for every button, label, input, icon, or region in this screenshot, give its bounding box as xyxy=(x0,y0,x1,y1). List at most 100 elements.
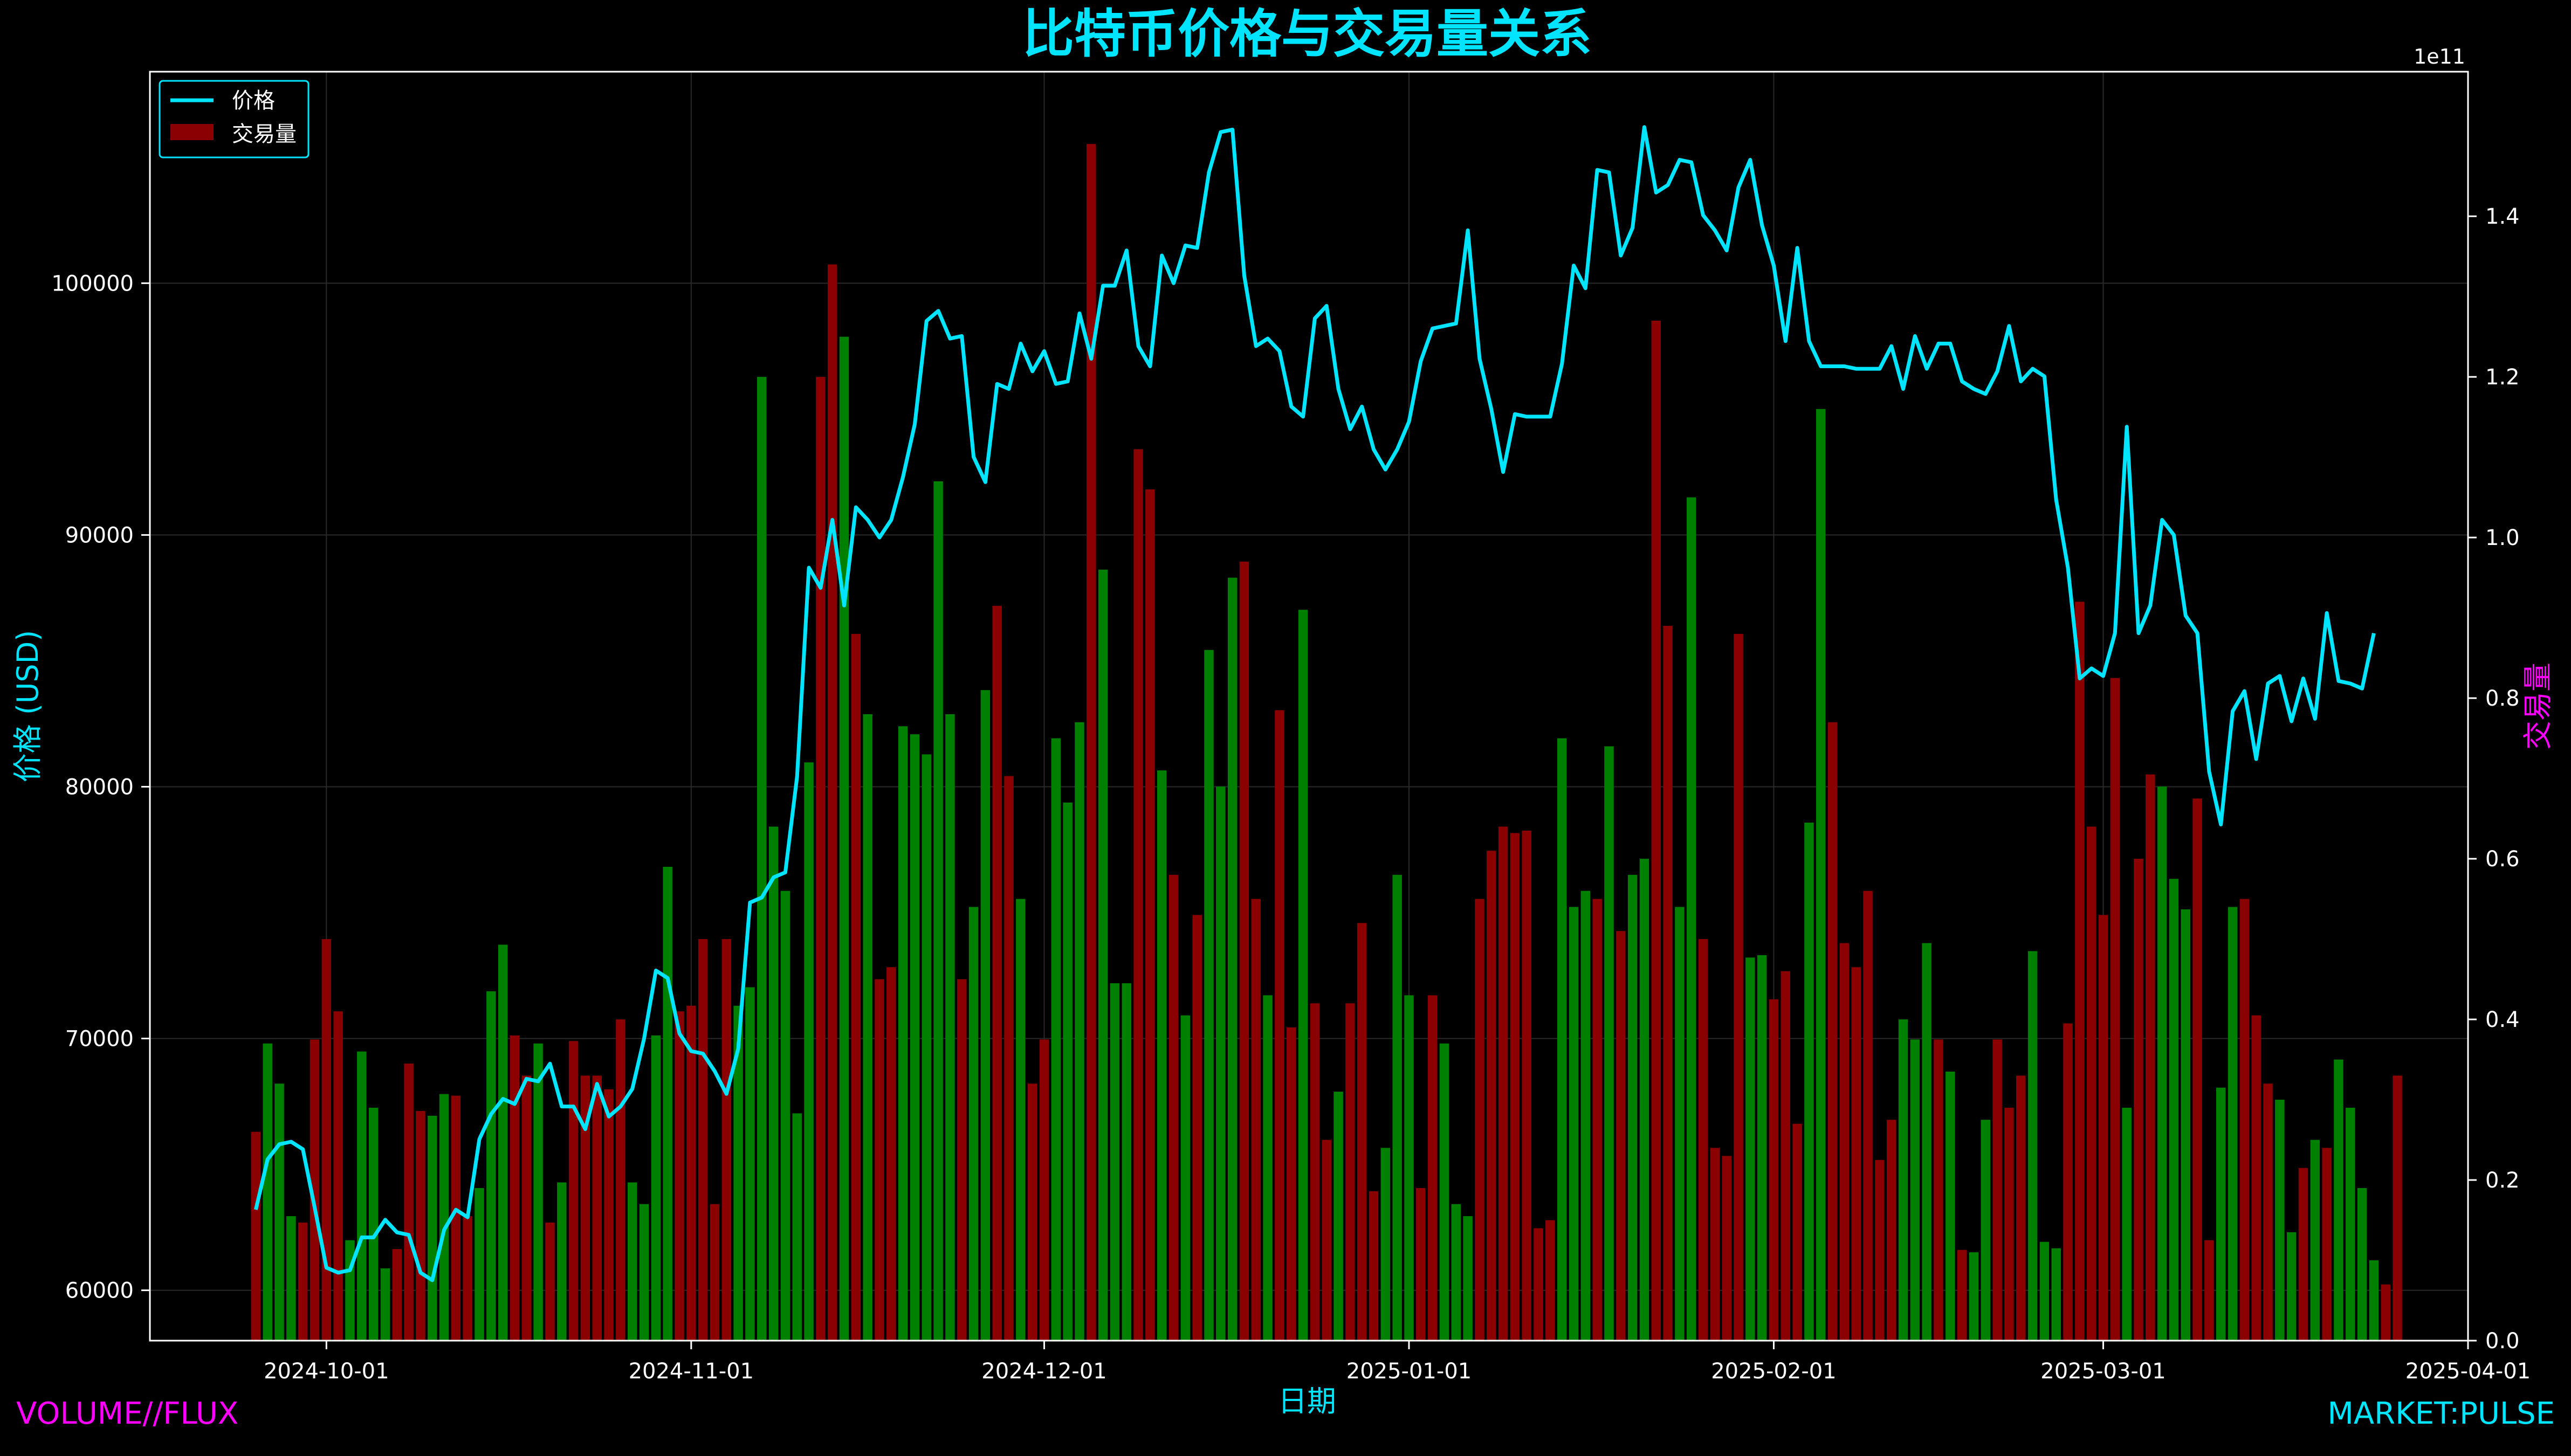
volume-bar xyxy=(698,939,708,1341)
volume-bar xyxy=(1710,1148,1720,1341)
volume-bar xyxy=(1157,770,1167,1341)
watermark-left: VOLUME//FLUX xyxy=(16,1396,239,1431)
volume-bar xyxy=(2263,1084,2273,1341)
volume-bar xyxy=(780,891,790,1341)
volume-bar xyxy=(310,1039,320,1341)
volume-bar xyxy=(1133,449,1143,1341)
volume-bar xyxy=(2027,951,2038,1341)
y2-tick-label: 0.4 xyxy=(2485,1008,2520,1032)
volume-bar xyxy=(1063,802,1073,1341)
volume-bar xyxy=(1075,722,1084,1341)
volume-bar xyxy=(1475,899,1484,1341)
x-axis-ticks: 2024-10-01 2024-11-01 2024-12-01 2025-01-01… xyxy=(264,1341,2531,1384)
volume-bar xyxy=(321,939,332,1341)
y-tick-label: 70000 xyxy=(65,1027,134,1052)
volume-bar xyxy=(863,714,872,1341)
y2-axis-label: 交易量 xyxy=(2521,663,2555,750)
volume-bar xyxy=(498,944,508,1341)
volume-bar xyxy=(2016,1075,2026,1341)
x-tick-label: 2025-04-01 xyxy=(2405,1359,2531,1384)
volume-bar xyxy=(721,939,732,1341)
volume-bar xyxy=(1498,826,1508,1341)
volume-bar xyxy=(968,907,979,1341)
volume-bar xyxy=(368,1107,379,1341)
grid-lines xyxy=(150,72,2469,1341)
volume-bar xyxy=(2146,774,2155,1341)
volume-bar xyxy=(1298,610,1308,1341)
y2-tick-label: 0.8 xyxy=(2485,686,2520,711)
volume-bar xyxy=(1239,561,1249,1341)
volume-bar xyxy=(392,1249,402,1341)
volume-bar xyxy=(1439,1043,1449,1341)
volume-bar xyxy=(639,1204,649,1341)
y2-scale-offset: 1e11 xyxy=(2414,45,2465,68)
volume-bar xyxy=(475,1188,484,1341)
volume-bar xyxy=(1875,1160,1885,1341)
volume-bar xyxy=(1204,650,1214,1341)
volume-bar xyxy=(1522,830,1531,1341)
volume-bar xyxy=(1416,1188,1426,1341)
volume-bar xyxy=(1569,907,1579,1341)
volume-bar xyxy=(1745,957,1755,1341)
volume-bar xyxy=(2298,1168,2308,1341)
volume-bar xyxy=(1027,1084,1037,1341)
volume-bar xyxy=(2134,859,2143,1341)
volume-bar xyxy=(910,734,920,1341)
volume-bar xyxy=(945,714,955,1341)
x-tick-label: 2025-02-01 xyxy=(1711,1359,1836,1384)
volume-bar xyxy=(1545,1220,1555,1341)
volume-bar xyxy=(1898,1019,1908,1341)
volume-bar xyxy=(1287,1027,1296,1341)
volume-bar xyxy=(827,264,837,1341)
volume-bar xyxy=(2122,1107,2132,1341)
x-tick-label: 2024-12-01 xyxy=(981,1359,1106,1384)
volume-bar xyxy=(1639,859,1649,1341)
volume-bar xyxy=(1946,1071,1955,1341)
volume-bar xyxy=(2098,915,2108,1341)
volume-bar xyxy=(1616,931,1626,1341)
volume-bar xyxy=(875,979,884,1341)
volume-bar xyxy=(2275,1100,2285,1341)
volume-bar xyxy=(1322,1140,1331,1341)
volume-bar xyxy=(992,605,1002,1341)
volume-bar xyxy=(1463,1216,1473,1341)
volume-bar xyxy=(1698,939,1708,1341)
volume-bar xyxy=(1039,1039,1049,1341)
volume-bar xyxy=(663,866,672,1341)
volume-bar xyxy=(1310,1003,1320,1341)
volume-bar xyxy=(1604,746,1614,1341)
volume-bar xyxy=(486,991,496,1341)
watermark-right: MARKET:PULSE xyxy=(2327,1396,2555,1431)
volume-bars xyxy=(251,144,2402,1341)
volume-bar xyxy=(1145,489,1155,1341)
volume-bar xyxy=(557,1182,567,1341)
volume-bar xyxy=(2039,1241,2050,1341)
volume-bar xyxy=(545,1222,555,1341)
volume-bar xyxy=(2051,1248,2061,1341)
volume-bar xyxy=(439,1094,449,1341)
volume-bar xyxy=(1804,823,1814,1341)
volume-bar xyxy=(616,1019,625,1341)
volume-bar xyxy=(1886,1120,1896,1341)
volume-bar xyxy=(980,690,991,1341)
legend-volume-swatch xyxy=(170,124,214,140)
volume-bar xyxy=(2381,1284,2390,1341)
volume-bar xyxy=(1734,633,1743,1341)
volume-bar xyxy=(651,1035,661,1341)
volume-bar xyxy=(816,377,826,1341)
volume-bar xyxy=(1922,943,1931,1341)
volume-bar xyxy=(1957,1250,1967,1341)
y-tick-label: 80000 xyxy=(65,775,134,799)
volume-bar xyxy=(1534,1228,1543,1341)
volume-bar xyxy=(957,979,967,1341)
volume-bar xyxy=(733,1005,743,1341)
volume-bar xyxy=(2169,879,2179,1341)
volume-bar xyxy=(428,1115,437,1341)
volume-bar xyxy=(2110,678,2120,1341)
volume-bar xyxy=(1792,1123,1802,1341)
volume-bar xyxy=(745,987,755,1341)
volume-bar xyxy=(286,1216,296,1341)
volume-bar xyxy=(851,633,861,1341)
volume-bar xyxy=(1992,1039,2002,1341)
